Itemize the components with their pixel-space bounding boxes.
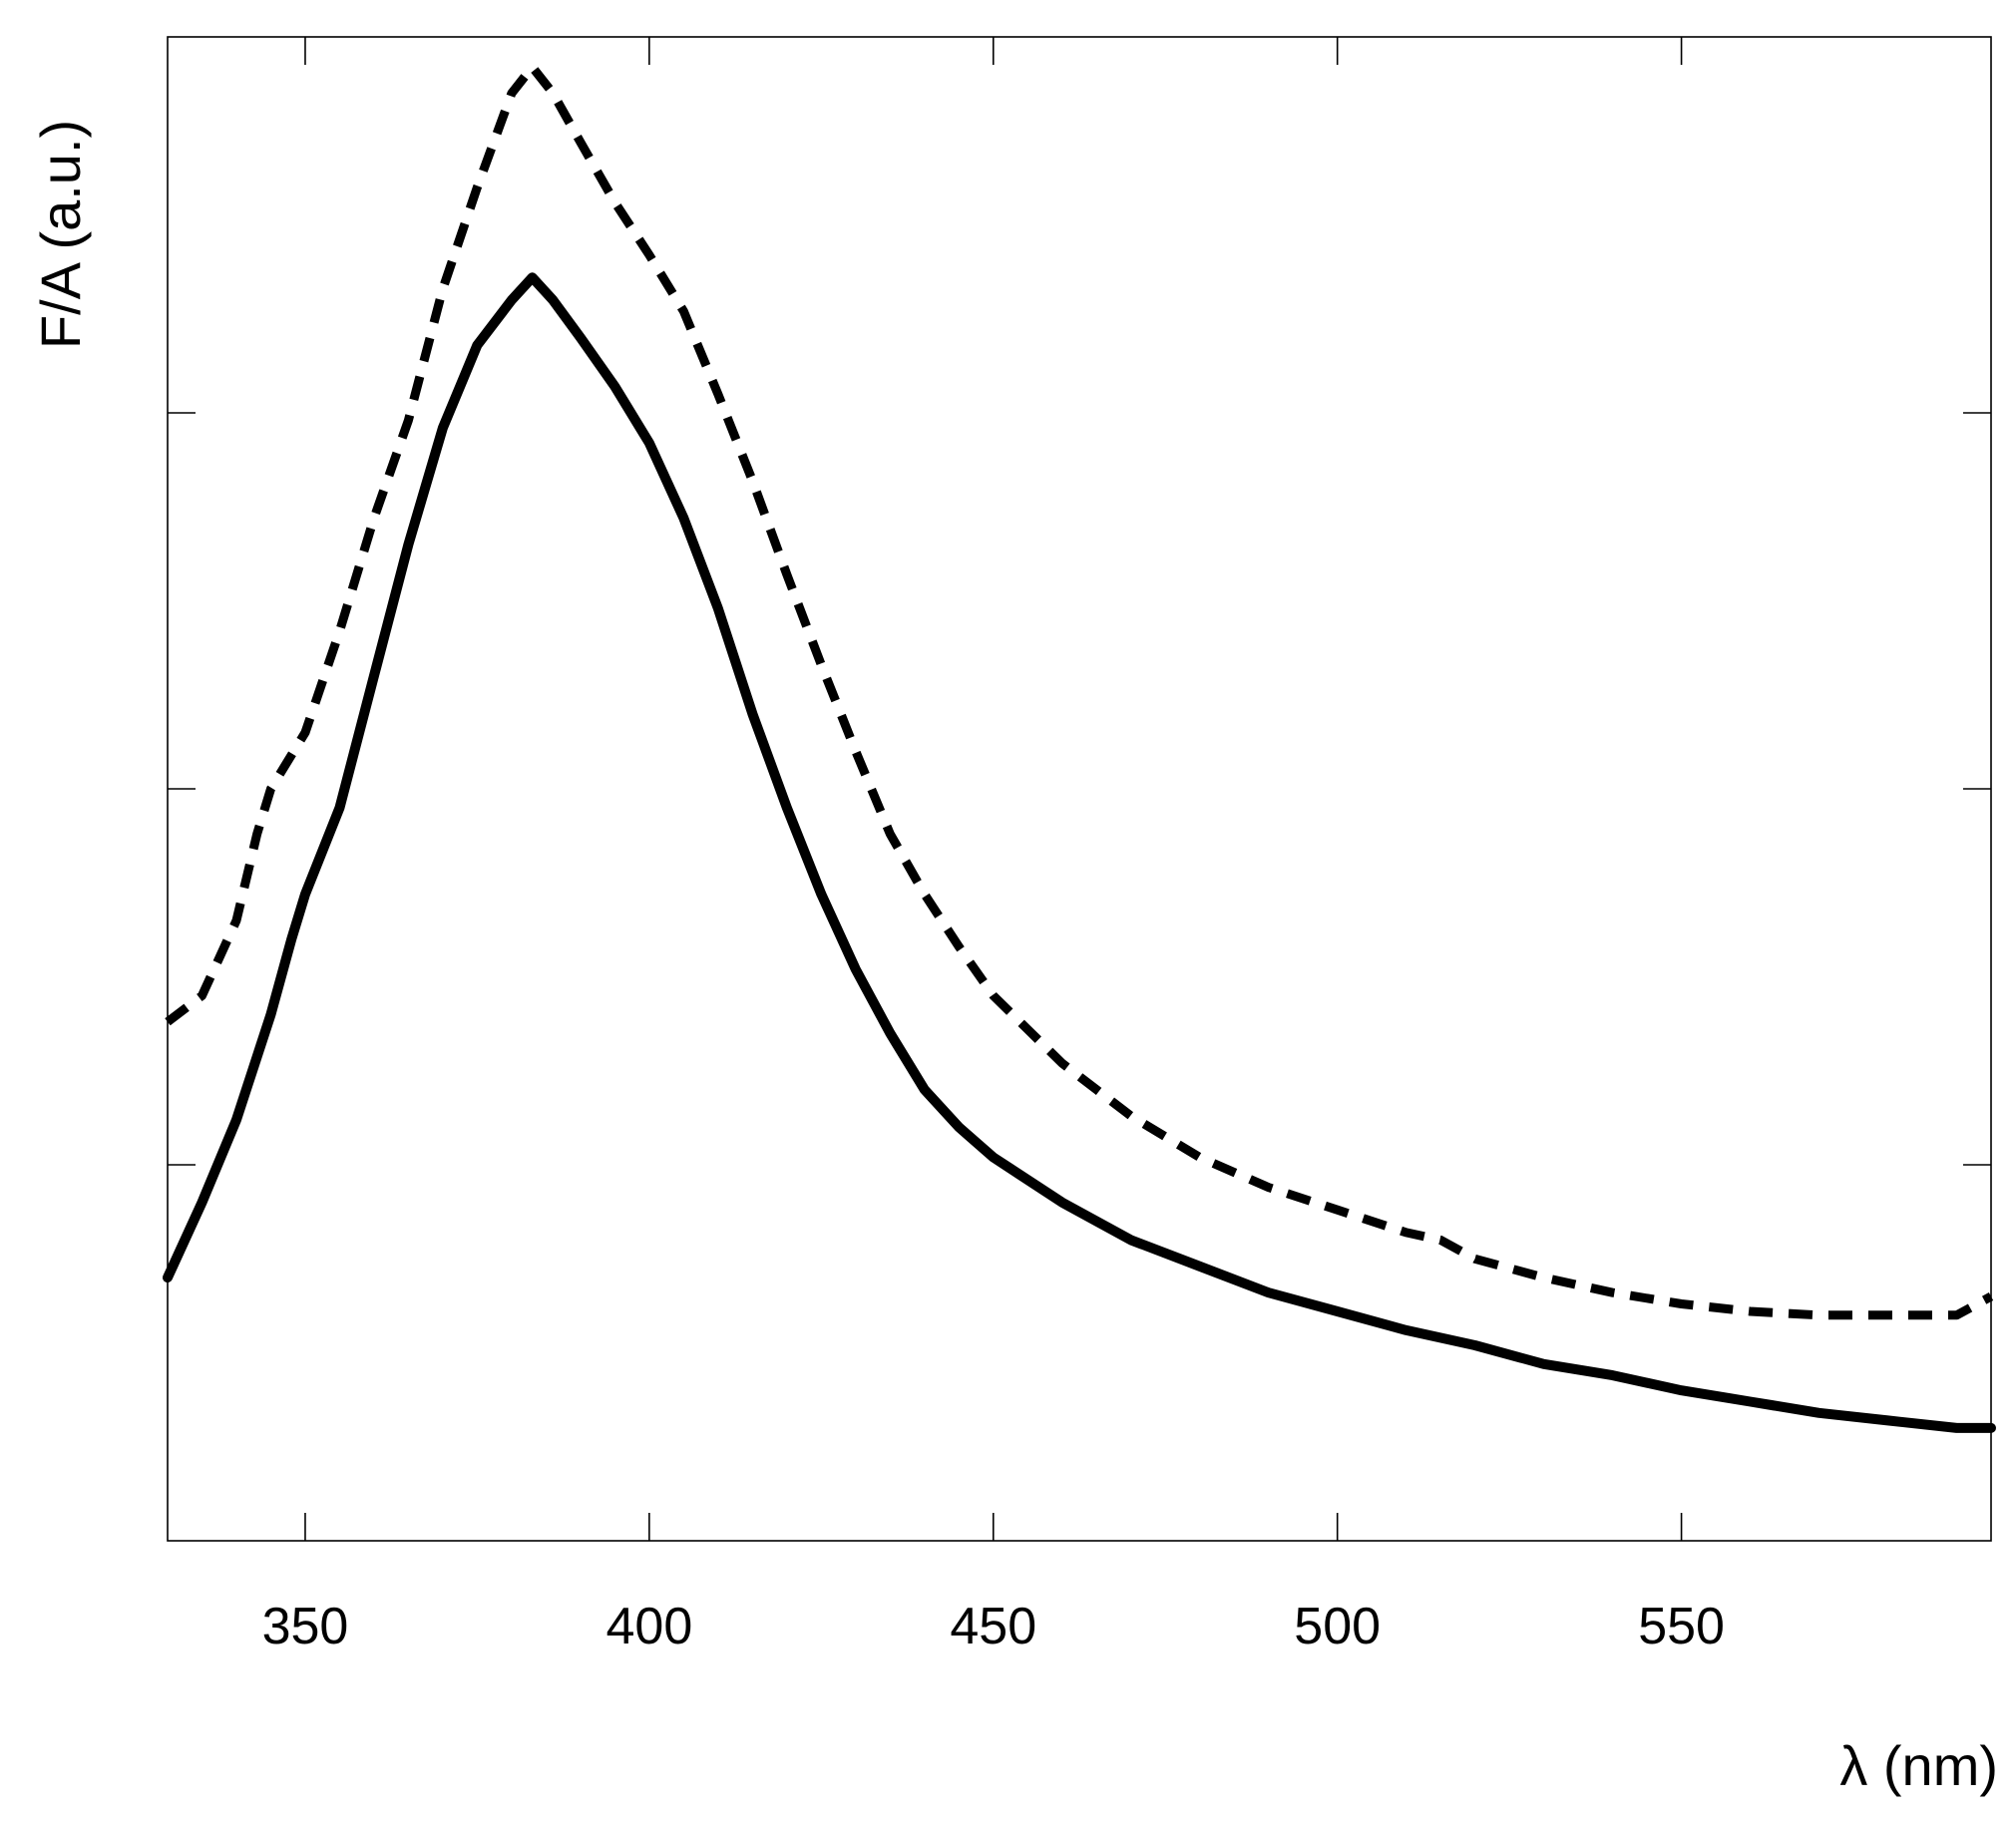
data-point-dashed — [442, 288, 444, 290]
series-layer — [163, 62, 1996, 1433]
x-tick-label: 500 — [1294, 1598, 1381, 1655]
x-axis-label: λ (nm) — [1839, 1734, 1998, 1797]
ticks-layer — [168, 37, 1991, 1541]
data-point-dashed — [338, 630, 340, 632]
x-tick-label: 450 — [950, 1598, 1036, 1655]
data-point-dashed — [1199, 1156, 1201, 1158]
data-point-dashed — [1543, 1276, 1545, 1278]
series-line-solid — [163, 272, 1996, 1433]
x-tick-label: 400 — [605, 1598, 692, 1655]
data-point-dashed — [924, 894, 926, 896]
plot-frame — [167, 36, 1992, 1542]
data-point-dashed — [751, 480, 753, 482]
y-axis-label: F/A (a.u.) — [29, 120, 92, 349]
data-point-dashed — [613, 201, 615, 203]
data-point-dashed — [552, 93, 554, 95]
data-point-dashed — [373, 518, 375, 520]
series-line-dashed — [165, 62, 1994, 1320]
x-tick-label: 550 — [1638, 1598, 1725, 1655]
data-point-dashed — [820, 664, 822, 666]
data-point-dashed — [1818, 1314, 1820, 1316]
data-point-dashed — [532, 66, 534, 68]
labels-layer: 350 400 450 500 550 — [262, 1598, 1725, 1655]
data-point-dashed — [855, 750, 857, 752]
x-tick-label: 350 — [262, 1598, 349, 1655]
